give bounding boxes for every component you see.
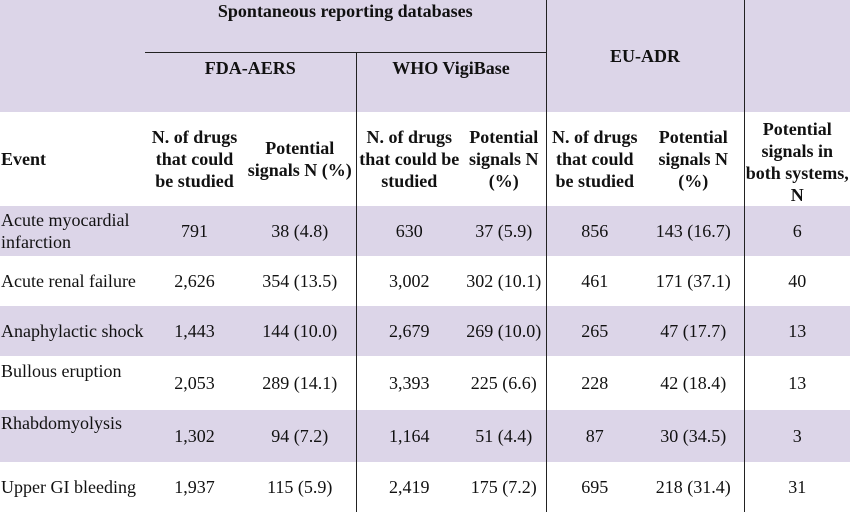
who-signals-cell: 51 (4.4) [475, 425, 533, 446]
fda-n-cell: 1,302 [174, 425, 215, 446]
both-cell: 6 [743, 205, 850, 256]
fda-signals-cell: 354 (13.5) [262, 270, 338, 291]
who-signals-cell: 269 (10.0) [466, 320, 542, 341]
event-cell: Anaphylactic shock [1, 320, 144, 341]
event-cell: Bullous eruption [1, 360, 122, 381]
who-n-cell: 3,393 [355, 355, 462, 410]
eu-signals-cell: 218 (31.4) [655, 476, 731, 497]
eu-n-cell: 265 [545, 305, 644, 356]
both-cell: 13 [743, 305, 850, 356]
who-n-cell: 1,164 [355, 409, 462, 462]
who-header: WHO VigiBase [355, 52, 547, 112]
table-row: Rhabdomyolysis 1,302 94 (7.2) 1,164 51 (… [0, 409, 850, 462]
fda-signals-cell: 94 (7.2) [271, 425, 329, 446]
eu-n-drugs-header: N. of drugs that could be studied [545, 111, 644, 206]
fda-signals-cell: 289 (14.1) [262, 372, 338, 393]
both-cell: 40 [743, 255, 850, 306]
who-signals-cell: 37 (5.9) [475, 220, 533, 241]
event-cell: Upper GI bleeding [1, 476, 136, 497]
fda-n-cell: 2,053 [174, 372, 215, 393]
who-n-cell: 3,002 [355, 255, 462, 306]
fda-signals-cell: 144 (10.0) [262, 320, 338, 341]
who-n-cell: 630 [355, 205, 462, 256]
fda-n-cell: 791 [181, 220, 208, 241]
table-row: Anaphylactic shock 1,443 144 (10.0) 2,67… [0, 305, 850, 356]
both-header: Potential signals in both systems, N [743, 111, 850, 206]
event-cell: Acute renal failure [1, 270, 136, 291]
eu-signals-cell: 47 (17.7) [660, 320, 727, 341]
eu-n-cell: 461 [545, 255, 644, 306]
who-n-cell: 2,419 [355, 461, 462, 512]
who-n-cell: 2,679 [355, 305, 462, 356]
who-signals-cell: 175 (7.2) [470, 476, 537, 497]
both-cell: 3 [743, 409, 850, 462]
eu-n-cell: 228 [545, 355, 644, 410]
euadr-header: EU-ADR [545, 0, 745, 112]
eu-n-cell: 695 [545, 461, 644, 512]
event-cell: Acute myocardial infarction [1, 209, 130, 252]
fda-n-cell: 2,626 [174, 270, 215, 291]
fda-n-cell: 1,937 [174, 476, 215, 497]
table-row: Upper GI bleeding 1,937 115 (5.9) 2,419 … [0, 461, 850, 512]
eu-signals-cell: 30 (34.5) [660, 425, 727, 446]
table-row: Acute myocardial infarction 791 38 (4.8)… [0, 205, 850, 256]
fda-signals-cell: 115 (5.9) [267, 476, 333, 497]
event-cell: Rhabdomyolysis [1, 412, 123, 433]
table-row: Bullous eruption 2,053 289 (14.1) 3,393 … [0, 355, 850, 410]
header-row-1: Spontaneous reporting databases EU-ADR [0, 0, 850, 112]
fda-signals-cell: 38 (4.8) [271, 220, 329, 241]
eu-n-cell: 87 [545, 409, 644, 462]
eu-n-cell: 856 [545, 205, 644, 256]
who-signals-header: Potential signals N (%) [469, 126, 539, 191]
eu-signals-cell: 42 (18.4) [660, 372, 727, 393]
both-cell: 13 [743, 355, 850, 410]
fda-header: FDA-AERS [204, 58, 296, 78]
event-header: Event [1, 148, 46, 169]
who-n-drugs-header: N. of drugs that could be studied [355, 111, 462, 206]
eu-signals-header: Potential signals N (%) [658, 126, 729, 191]
both-cell: 31 [743, 461, 850, 512]
eu-signals-cell: 143 (16.7) [655, 220, 731, 241]
fda-signals-header: Potential signals N (%) [247, 137, 352, 180]
spontaneous-header: Spontaneous reporting databases [145, 0, 547, 53]
fda-n-cell: 1,443 [174, 320, 215, 341]
eu-signals-cell: 171 (37.1) [655, 270, 731, 291]
fda-n-drugs-header: N. of drugs that could be studied [151, 126, 238, 191]
table-row: Acute renal failure 2,626 354 (13.5) 3,0… [0, 255, 850, 306]
header-row-4: Event N. of drugs that could be studied … [0, 111, 850, 206]
who-signals-cell: 302 (10.1) [466, 270, 542, 291]
who-signals-cell: 225 (6.6) [470, 372, 537, 393]
